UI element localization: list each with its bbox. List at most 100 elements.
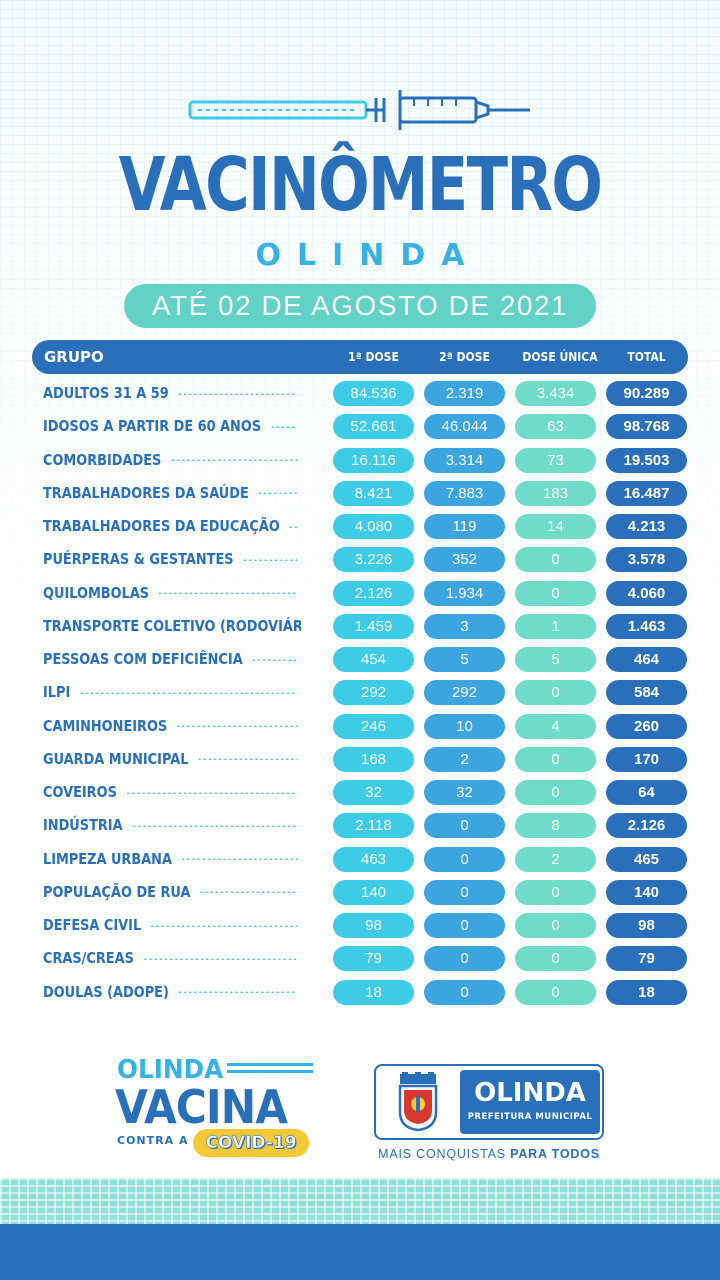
dose-unica-value: 1 — [515, 613, 596, 639]
dose2-value: 352 — [424, 547, 505, 573]
footer-pattern — [0, 1178, 720, 1224]
campaign-logo: OLINDA VACINA CONTRA A COVID-19 — [115, 1055, 315, 1165]
group-label: DEFESA CIVIL — [43, 913, 301, 938]
dose2-value: 46.044 — [424, 414, 505, 440]
dose2-value: 119 — [424, 514, 505, 539]
dose-unica-value: 0 — [515, 680, 596, 706]
dose1-value: 463 — [333, 846, 414, 872]
dose1-value: 2.126 — [333, 580, 414, 606]
column-header-dose2: 2ª DOSE — [439, 350, 490, 364]
group-label: COMORBIDADES — [43, 448, 301, 473]
campaign-logo-vacina: VACINA — [115, 1080, 288, 1134]
dose1-value: 3.226 — [333, 547, 414, 573]
table-row: IDOSOS A PARTIR DE 60 ANOS 52.661 46.044… — [0, 414, 720, 447]
total-value: 4.060 — [606, 580, 687, 606]
group-label: ILPI — [43, 680, 301, 705]
campaign-logo-lines — [227, 1063, 313, 1079]
dose1-value: 4.080 — [333, 514, 414, 539]
syringe-icon — [188, 90, 530, 130]
dose-unica-value: 0 — [515, 746, 596, 772]
dose1-value: 32 — [333, 780, 414, 805]
table-row: CRAS/CREAS 79 0 0 79 — [0, 946, 720, 979]
group-label: CRAS/CREAS — [43, 946, 301, 971]
prefeitura-tagline: MAIS CONQUISTAS PARA TODOS — [378, 1147, 600, 1161]
dose1-value: 8.421 — [333, 480, 414, 506]
dose-unica-value: 0 — [515, 580, 596, 606]
dose2-value: 0 — [424, 946, 505, 972]
group-label: TRANSPORTE COLETIVO (RODOVIÁRIOS) — [43, 616, 301, 635]
total-value: 98 — [606, 913, 687, 938]
dose-unica-value: 5 — [515, 647, 596, 672]
dose2-value: 1.934 — [424, 580, 505, 606]
total-value: 464 — [606, 647, 687, 672]
total-value: 2.126 — [606, 813, 687, 839]
dose2-value: 292 — [424, 680, 505, 706]
dose-unica-value: 63 — [515, 414, 596, 440]
dose2-value: 5 — [424, 647, 505, 672]
dose2-value: 0 — [424, 879, 505, 905]
dose1-value: 98 — [333, 913, 414, 938]
group-label: ADULTOS 31 A 59 — [43, 381, 301, 406]
table-row: ADULTOS 31 A 59 84.536 2.319 3.434 90.28… — [0, 381, 720, 414]
group-label: INDÚSTRIA — [43, 813, 301, 838]
column-header-total: TOTAL — [627, 350, 666, 364]
dose1-value: 140 — [333, 879, 414, 905]
dose-unica-value: 73 — [515, 447, 596, 473]
group-label: COVEIROS — [43, 780, 301, 805]
dose-unica-value: 0 — [515, 946, 596, 972]
table-row: TRABALHADORES DA SAÚDE 8.421 7.883 183 1… — [0, 480, 720, 514]
group-label: TRABALHADORES DA EDUCAÇÃO — [43, 514, 301, 539]
total-value: 1.463 — [606, 613, 687, 639]
table-row: CAMINHONEIROS 246 10 4 260 — [0, 713, 720, 747]
page-subtitle: OLINDA — [255, 238, 481, 273]
table-row: TRABALHADORES DA EDUCAÇÃO 4.080 119 14 4… — [0, 514, 720, 547]
dose2-value: 32 — [424, 780, 505, 805]
group-label: CAMINHONEIROS — [43, 714, 301, 739]
dose2-value: 2 — [424, 746, 505, 772]
dose1-value: 1.459 — [333, 613, 414, 639]
dose1-value: 246 — [333, 713, 414, 739]
table-row: POPULAÇÃO DE RUA 140 0 0 140 — [0, 879, 720, 913]
dose-unica-value: 14 — [515, 514, 596, 539]
total-value: 4.213 — [606, 514, 687, 539]
dose1-value: 18 — [333, 979, 414, 1005]
group-label: LIMPEZA URBANA — [43, 847, 301, 872]
table-row: LIMPEZA URBANA 463 0 2 465 — [0, 846, 720, 880]
table-row: QUILOMBOLAS 2.126 1.934 0 4.060 — [0, 580, 720, 614]
total-value: 98.768 — [606, 414, 687, 440]
dose-unica-value: 0 — [515, 913, 596, 938]
total-value: 16.487 — [606, 480, 687, 506]
total-value: 465 — [606, 846, 687, 872]
total-value: 170 — [606, 746, 687, 772]
dose2-value: 0 — [424, 846, 505, 872]
dose1-value: 84.536 — [333, 381, 414, 406]
dose2-value: 7.883 — [424, 480, 505, 506]
prefeitura-name: OLINDA — [474, 1078, 586, 1108]
dose-unica-value: 0 — [515, 879, 596, 905]
total-value: 18 — [606, 979, 687, 1005]
dose-unica-value: 3.434 — [515, 381, 596, 406]
page-title: VACINÔMETRO — [118, 142, 603, 228]
column-header-dose1: 1ª DOSE — [348, 350, 399, 364]
table-row: DOULAS (ADOPE) 18 0 0 18 — [0, 979, 720, 1013]
column-header-grupo: GRUPO — [44, 348, 104, 366]
dose-unica-value: 183 — [515, 480, 596, 506]
table-row: PESSOAS COM DEFICIÊNCIA 454 5 5 464 — [0, 647, 720, 680]
table-row: GUARDA MUNICIPAL 168 2 0 170 — [0, 746, 720, 780]
prefeitura-logo: OLINDA PREFEITURA MUNICIPAL — [374, 1064, 604, 1140]
covid-badge: COVID-19 — [193, 1129, 309, 1157]
dose2-value: 2.319 — [424, 381, 505, 406]
table-header: GRUPO 1ª DOSE 2ª DOSE DOSE ÚNICA TOTAL — [32, 340, 688, 374]
total-value: 64 — [606, 780, 687, 805]
group-label: DOULAS (ADOPE) — [43, 980, 301, 1005]
dose1-value: 16.116 — [333, 447, 414, 473]
dose1-value: 454 — [333, 647, 414, 672]
dose-unica-value: 0 — [515, 547, 596, 573]
dose-unica-value: 0 — [515, 979, 596, 1005]
date-badge: ATÉ 02 DE AGOSTO DE 2021 — [124, 284, 596, 328]
dose-unica-value: 4 — [515, 713, 596, 739]
table-row: INDÚSTRIA 2.118 0 8 2.126 — [0, 813, 720, 846]
dose-unica-value: 0 — [515, 780, 596, 805]
dose-unica-value: 8 — [515, 813, 596, 839]
dose2-value: 0 — [424, 813, 505, 839]
